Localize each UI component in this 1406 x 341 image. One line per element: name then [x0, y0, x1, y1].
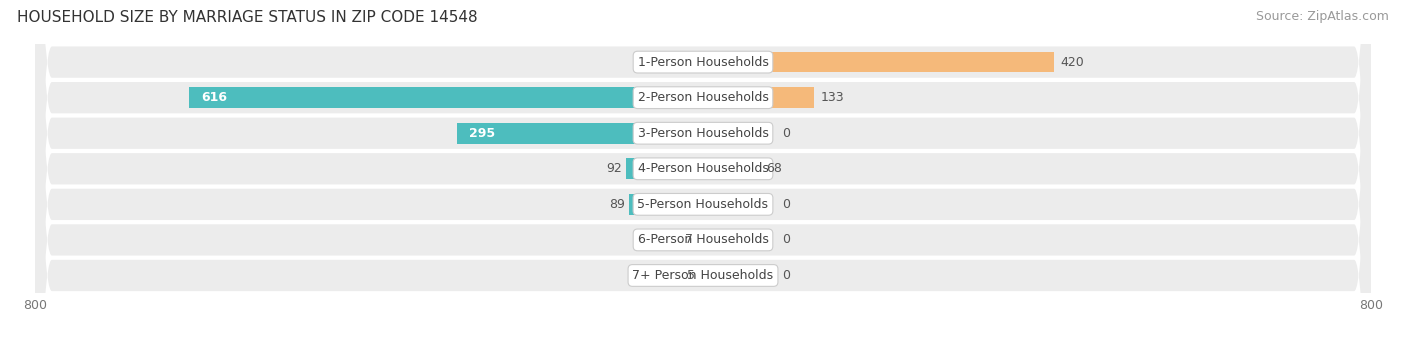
FancyBboxPatch shape [35, 0, 1371, 341]
Text: 92: 92 [606, 162, 621, 175]
FancyBboxPatch shape [35, 0, 1371, 341]
Text: 89: 89 [609, 198, 624, 211]
Text: 3-Person Households: 3-Person Households [637, 127, 769, 140]
Text: 1-Person Households: 1-Person Households [637, 56, 769, 69]
Text: 420: 420 [1060, 56, 1084, 69]
FancyBboxPatch shape [35, 0, 1371, 341]
Bar [703, 87, 814, 108]
Bar [697, 229, 703, 250]
FancyBboxPatch shape [35, 0, 1371, 341]
Legend: Family, Nonfamily: Family, Nonfamily [612, 339, 794, 341]
Bar [626, 159, 703, 179]
Text: 4-Person Households: 4-Person Households [637, 162, 769, 175]
Bar [188, 87, 703, 108]
Text: 5-Person Households: 5-Person Households [637, 198, 769, 211]
Bar [703, 52, 1053, 72]
Text: 7+ Person Households: 7+ Person Households [633, 269, 773, 282]
Text: 68: 68 [766, 162, 782, 175]
Text: HOUSEHOLD SIZE BY MARRIAGE STATUS IN ZIP CODE 14548: HOUSEHOLD SIZE BY MARRIAGE STATUS IN ZIP… [17, 10, 478, 25]
Bar [703, 159, 759, 179]
Text: 6-Person Households: 6-Person Households [637, 234, 769, 247]
Text: 5: 5 [686, 269, 695, 282]
Text: 0: 0 [782, 234, 790, 247]
Text: 0: 0 [782, 269, 790, 282]
FancyBboxPatch shape [35, 0, 1371, 341]
Bar [628, 194, 703, 215]
Text: 7: 7 [685, 234, 693, 247]
Bar [699, 265, 703, 286]
Text: 616: 616 [201, 91, 228, 104]
Text: 2-Person Households: 2-Person Households [637, 91, 769, 104]
Text: 0: 0 [782, 198, 790, 211]
FancyBboxPatch shape [35, 0, 1371, 341]
Text: Source: ZipAtlas.com: Source: ZipAtlas.com [1256, 10, 1389, 23]
Text: 133: 133 [821, 91, 845, 104]
Text: 295: 295 [470, 127, 495, 140]
FancyBboxPatch shape [35, 0, 1371, 341]
Bar [457, 123, 703, 144]
Text: 0: 0 [782, 127, 790, 140]
